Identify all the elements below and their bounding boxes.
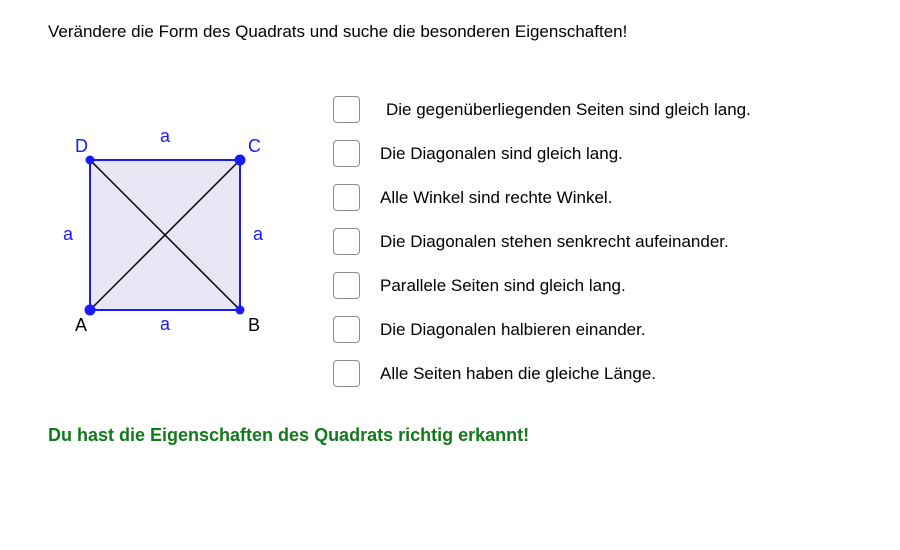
checkbox[interactable] <box>333 360 360 387</box>
checkbox[interactable] <box>333 316 360 343</box>
vertex-point-b <box>236 306 245 315</box>
checkbox[interactable] <box>333 184 360 211</box>
side-label-top: a <box>160 130 171 146</box>
vertex-label-c: C <box>248 136 261 156</box>
vertex-point-d <box>86 156 95 165</box>
checkbox-label: Die Diagonalen halbieren einander. <box>380 320 646 340</box>
checkbox-row: Die Diagonalen stehen senkrecht aufeinan… <box>333 228 751 255</box>
checkbox[interactable] <box>333 140 360 167</box>
checkbox-row: Die gegenüberliegenden Seiten sind gleic… <box>333 96 751 123</box>
instruction-text: Verändere die Form des Quadrats und such… <box>48 22 627 42</box>
checkbox-row: Die Diagonalen sind gleich lang. <box>333 140 751 167</box>
checkbox-row: Alle Winkel sind rechte Winkel. <box>333 184 751 211</box>
vertex-label-b: B <box>248 315 260 335</box>
geometry-canvas[interactable]: A B C Da a a a <box>60 130 300 370</box>
square-diagram[interactable]: A B C Da a a a <box>60 130 300 370</box>
side-label-bottom: a <box>160 314 171 334</box>
checkbox-list: Die gegenüberliegenden Seiten sind gleic… <box>333 96 751 404</box>
checkbox-label: Die gegenüberliegenden Seiten sind gleic… <box>386 100 751 120</box>
side-label-right: a <box>253 224 264 244</box>
checkbox[interactable] <box>333 96 360 123</box>
vertex-label-d: D <box>75 136 88 156</box>
checkbox-row: Alle Seiten haben die gleiche Länge. <box>333 360 751 387</box>
checkbox-label: Die Diagonalen sind gleich lang. <box>380 144 623 164</box>
vertex-point-c[interactable] <box>235 155 246 166</box>
checkbox-label: Parallele Seiten sind gleich lang. <box>380 276 626 296</box>
checkbox-label: Die Diagonalen stehen senkrecht aufeinan… <box>380 232 729 252</box>
checkbox-row: Parallele Seiten sind gleich lang. <box>333 272 751 299</box>
checkbox-label: Alle Seiten haben die gleiche Länge. <box>380 364 656 384</box>
checkbox[interactable] <box>333 272 360 299</box>
vertex-label-a: A <box>75 315 87 335</box>
checkbox[interactable] <box>333 228 360 255</box>
checkbox-row: Die Diagonalen halbieren einander. <box>333 316 751 343</box>
side-label-left: a <box>63 224 74 244</box>
feedback-text: Du hast die Eigenschaften des Quadrats r… <box>48 425 529 446</box>
checkbox-label: Alle Winkel sind rechte Winkel. <box>380 188 612 208</box>
